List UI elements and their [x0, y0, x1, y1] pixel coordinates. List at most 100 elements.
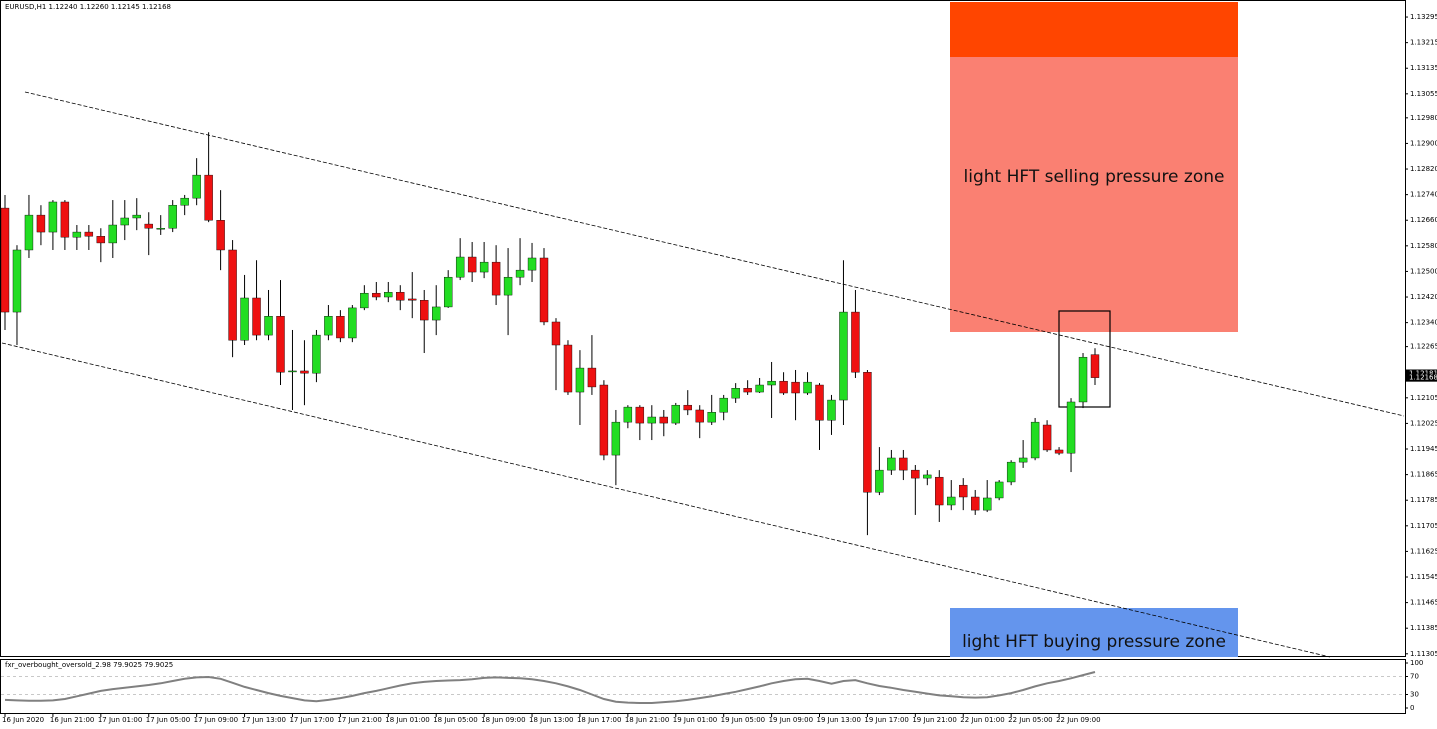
- y-tick-label: 1.12025: [1410, 419, 1437, 427]
- candle-body: [36, 214, 46, 233]
- candle-body: [539, 257, 549, 323]
- candle-body: [1066, 401, 1076, 454]
- candle-body: [72, 231, 82, 238]
- candle-body: [384, 292, 393, 298]
- y-tick-label: 1.11385: [1410, 624, 1437, 632]
- candle-body: [695, 409, 704, 423]
- candle-body: [527, 257, 537, 271]
- x-tick-label: 18 Jun 21:00: [625, 716, 669, 724]
- y-tick-label: 1.12105: [1410, 394, 1437, 402]
- candle-body: [96, 236, 106, 244]
- candle-body: [827, 399, 836, 421]
- x-tick-label: 19 Jun 13:00: [817, 716, 861, 724]
- candle-body: [743, 388, 752, 393]
- candle-body: [994, 481, 1004, 499]
- y-tick-label: 1.11945: [1410, 445, 1437, 453]
- price-label-box: [1406, 373, 1437, 382]
- candle-body: [240, 297, 249, 341]
- price-label: 1.12168: [1409, 374, 1437, 382]
- candle-body: [156, 228, 165, 230]
- y-tick-label: 1.12900: [1410, 139, 1437, 147]
- buy-zone-label: light HFT buying pressure zone: [962, 632, 1226, 652]
- main-panel-frame: [0, 0, 1406, 657]
- candle-body: [192, 174, 201, 199]
- strong-sell-zone: [950, 2, 1238, 57]
- candle-body: [168, 204, 177, 229]
- y-tick-label: 1.12265: [1410, 343, 1437, 351]
- candle-body: [443, 276, 453, 308]
- highlight-box: [1058, 310, 1111, 408]
- candle-body: [0, 207, 10, 313]
- candle-body: [851, 311, 860, 373]
- x-tick-label: 18 Jun 05:00: [433, 716, 477, 724]
- candle-body: [875, 469, 884, 493]
- y-tick-label: 1.13055: [1410, 90, 1437, 98]
- candle-body: [180, 197, 189, 206]
- candle-body: [671, 404, 680, 424]
- x-tick-label: 22 Jun 09:00: [1056, 716, 1100, 724]
- x-tick-label: 17 Jun 05:00: [146, 716, 190, 724]
- x-tick-label: 18 Jun 17:00: [577, 716, 621, 724]
- candle-body: [911, 469, 920, 479]
- candle-body: [611, 421, 621, 456]
- candle-body: [108, 224, 118, 244]
- price-label: 1.12181: [1409, 369, 1437, 377]
- indicator-y-tick-label: 30: [1410, 691, 1419, 699]
- y-tick-label: 1.12820: [1410, 165, 1437, 173]
- x-tick-label: 18 Jun 13:00: [529, 716, 573, 724]
- candle-body: [228, 249, 237, 341]
- x-tick-label: 17 Jun 09:00: [194, 716, 238, 724]
- candle-body: [312, 334, 321, 374]
- candle-body: [623, 406, 633, 423]
- candle-body: [887, 457, 896, 471]
- candle-body: [491, 261, 501, 296]
- candle-body: [360, 292, 369, 309]
- y-tick-label: 1.12420: [1410, 293, 1437, 301]
- candle-body: [324, 316, 333, 336]
- sell-zone: [950, 57, 1238, 332]
- candle-body: [420, 300, 429, 321]
- candle-body: [372, 292, 381, 298]
- indicator-y-tick-label: 100: [1410, 659, 1423, 667]
- candle-body: [599, 384, 609, 456]
- candle-body: [120, 217, 129, 226]
- x-tick-label: 18 Jun 09:00: [481, 716, 525, 724]
- candle-body: [791, 381, 800, 394]
- candle-body: [479, 261, 489, 273]
- candle-body: [1042, 424, 1052, 451]
- y-tick-label: 1.13295: [1410, 13, 1437, 21]
- candle-body: [719, 397, 728, 413]
- candle-body: [216, 220, 225, 251]
- upper-trendline: [24, 91, 1405, 417]
- indicator-panel-frame: [0, 659, 1406, 714]
- candle-body: [1006, 461, 1016, 483]
- y-tick-label: 1.11305: [1410, 650, 1437, 658]
- candle-body: [288, 370, 297, 373]
- candle-body: [264, 316, 273, 336]
- y-tick-label: 1.11785: [1410, 496, 1437, 504]
- candle-body: [348, 307, 357, 339]
- y-tick-label: 1.12340: [1410, 319, 1437, 327]
- y-tick-label: 1.12660: [1410, 216, 1437, 224]
- x-tick-label: 17 Jun 01:00: [98, 716, 142, 724]
- candle-body: [396, 292, 405, 301]
- indicator-header: fxr_overbought_oversold_2.98 79.9025 79.…: [5, 661, 173, 669]
- candle-body: [755, 384, 764, 393]
- candle-body: [84, 231, 94, 237]
- lower-trendline: [1, 342, 1331, 658]
- candle-body: [551, 321, 561, 346]
- candle-body: [982, 497, 992, 511]
- x-tick-label: 19 Jun 09:00: [769, 716, 813, 724]
- candle-body: [1078, 356, 1088, 403]
- indicator-line: [4, 671, 1096, 704]
- candle-body: [899, 457, 908, 471]
- candle-body: [683, 404, 692, 411]
- candle-body: [1054, 449, 1064, 454]
- y-tick-label: 1.11625: [1410, 547, 1437, 555]
- candle-body: [707, 412, 716, 423]
- candle-body: [432, 306, 441, 321]
- x-tick-label: 16 Jun 2020: [2, 716, 44, 724]
- x-tick-label: 22 Jun 05:00: [1008, 716, 1052, 724]
- candle-body: [144, 223, 153, 229]
